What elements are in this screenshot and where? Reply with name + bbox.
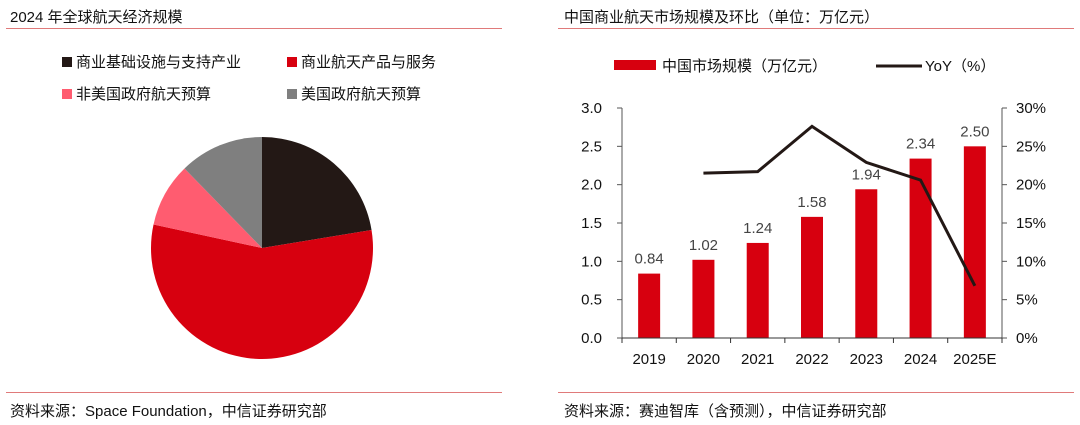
legend-swatch-3 (62, 89, 72, 99)
right-tick-label: 5% (1016, 292, 1038, 309)
x-tick-label-2025E: 2025E (953, 351, 996, 368)
legend-label-bar: 中国市场规模（万亿元） (662, 58, 827, 75)
x-tick-label-2020: 2020 (687, 351, 720, 368)
bar-2023 (855, 189, 878, 338)
bar-2025E (963, 146, 986, 338)
legend-swatch-2 (287, 57, 297, 67)
yoy-line (703, 124, 977, 287)
x-tick-label-2019: 2019 (632, 351, 665, 368)
left-tick-label: 2.0 (581, 177, 602, 194)
left-tick-label: 0.0 (581, 330, 602, 347)
left-tick-label: 1.0 (581, 253, 602, 270)
right-source-rule (558, 392, 1074, 393)
left-source-note: 资料来源：Space Foundation，中信证券研究部 (10, 403, 327, 420)
bar-label-2019: 0.84 (635, 251, 664, 268)
legend-swatch-1 (62, 57, 72, 67)
right-tick-label: 20% (1016, 177, 1046, 194)
pie-slice-2 (150, 224, 373, 360)
left-source-rule (6, 392, 502, 393)
x-tick-label-2024: 2024 (904, 351, 937, 368)
left-tick-label: 2.5 (581, 138, 602, 155)
pie-slice-4 (184, 137, 262, 248)
bar-label-2022: 1.58 (797, 194, 826, 211)
bar-2022 (801, 216, 823, 338)
legend-label-line: YoY（%） (925, 58, 995, 75)
right-panel-title: 中国商业航天市场规模及环比（单位：万亿元） (564, 9, 880, 26)
pie-slice-1 (262, 137, 372, 248)
legend-label-4: 美国政府航天预算 (301, 85, 421, 103)
right-source-note: 资料来源：赛迪智库（含预测），中信证券研究部 (564, 403, 887, 420)
right-tick-label: 15% (1016, 215, 1046, 232)
left-tick-label: 0.5 (581, 292, 602, 309)
left-panel-title: 2024 年全球航天经济规模 (10, 9, 183, 26)
x-tick-label-2023: 2023 (850, 351, 883, 368)
pie-slice-3 (153, 168, 262, 248)
right-title-rule (558, 28, 1074, 29)
legend-swatch-4 (287, 89, 297, 99)
right-tick-label: 10% (1016, 253, 1046, 270)
bar-label-2025E: 2.50 (960, 123, 989, 140)
bar-label-2024: 2.34 (906, 136, 935, 153)
left-tick-label: 3.0 (581, 100, 602, 117)
bar-line-chart: 中国市场规模（万亿元） YoY（%） 0.84 1.02 1.24 1.58 1.94 2.3… (581, 58, 1046, 368)
bar-2020 (692, 259, 715, 338)
left-tick-label: 1.5 (581, 215, 602, 232)
right-tick-label: 30% (1016, 100, 1046, 117)
legend-label-3: 非美国政府航天预算 (76, 85, 211, 103)
legend-label-1: 商业基础设施与支持产业 (76, 54, 241, 71)
right-tick-label: 25% (1016, 138, 1046, 155)
x-tick-label-2022: 2022 (795, 351, 828, 368)
x-tick-label-2021: 2021 (741, 351, 774, 368)
bar-2019 (638, 273, 661, 338)
left-title-rule (6, 28, 502, 29)
bar-label-2020: 1.02 (689, 237, 718, 254)
bar-label-2023: 1.94 (852, 166, 881, 183)
bar-2024 (909, 158, 932, 338)
bar-2021 (746, 242, 769, 338)
legend-label-2: 商业航天产品与服务 (301, 54, 436, 71)
bar-label-2021: 1.24 (743, 220, 772, 237)
right-tick-label: 0% (1016, 330, 1038, 347)
legend-swatch-bar (614, 60, 656, 70)
